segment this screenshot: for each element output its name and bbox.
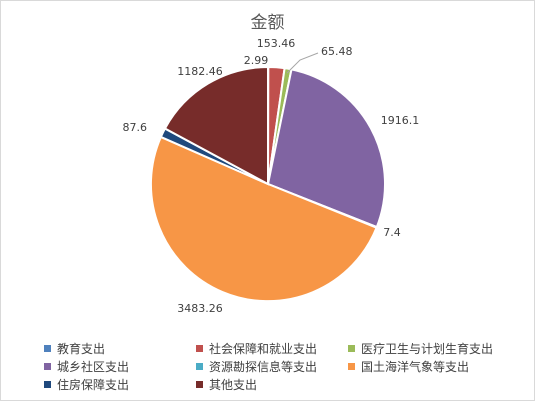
data-label-8: 1182.46 [177,65,223,78]
legend-item-5: 资源勘探信息等支出 [196,357,317,375]
legend-label: 住房保障支出 [57,377,130,392]
legend-swatch [44,344,51,352]
pie-slice-8 [163,65,269,186]
legend-item-6: 国土海洋气象等支出 [348,357,469,375]
legend-label: 国土海洋气象等支出 [361,359,470,374]
legend-swatch [44,380,51,388]
data-label-5: 7.4 [383,226,401,239]
legend-item-4: 城乡社区支出 [44,357,129,375]
legend-item-3: 医疗卫生与计划生育支出 [348,339,493,357]
legend-swatch [196,362,203,370]
legend-label: 城乡社区支出 [57,359,130,374]
chart-title: 金额 [250,13,285,33]
legend: 教育支出 社会保障和就业支出 医疗卫生与计划生育支出城乡社区支出 资源勘探信息等支出 国… [0,336,535,396]
data-label-6: 3483.26 [177,302,223,315]
legend-item-1: 教育支出 [44,339,105,357]
legend-swatch [348,344,355,352]
legend-swatch [44,362,51,370]
pie-slice-4 [266,68,387,229]
legend-label: 教育支出 [57,341,106,356]
legend-label: 其他支出 [209,377,258,392]
data-label-3: 65.48 [321,45,353,58]
legend-swatch [196,344,203,352]
legend-label: 资源勘探信息等支出 [209,359,318,374]
data-label-2: 153.46 [257,37,296,50]
data-label-4: 1916.1 [381,114,420,127]
legend-item-8: 其他支出 [196,375,257,393]
legend-swatch [348,362,355,370]
legend-item-7: 住房保障支出 [44,375,129,393]
legend-item-2: 社会保障和就业支出 [196,339,317,357]
legend-label: 社会保障和就业支出 [209,341,318,356]
data-label-1: 2.99 [244,54,269,67]
pie-slice-6 [150,135,378,303]
legend-swatch [196,380,203,388]
data-label-7: 87.6 [123,121,148,134]
legend-label: 医疗卫生与计划生育支出 [361,341,494,356]
leader-line-3 [286,52,319,74]
